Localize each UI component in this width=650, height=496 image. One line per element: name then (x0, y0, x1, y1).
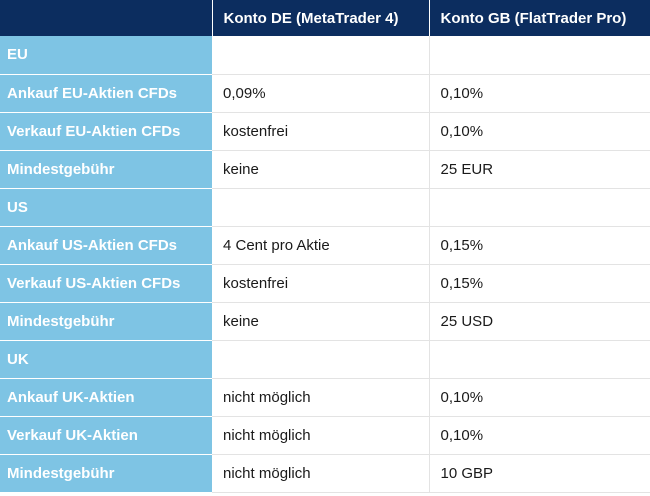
cell-de: kostenfrei (212, 264, 430, 303)
header-konto-de: Konto DE (MetaTrader 4) (212, 0, 430, 36)
section-row-uk: UK (0, 340, 650, 379)
table-row: Mindestgebühr keine 25 EUR (0, 150, 650, 189)
row-label: Verkauf UK-Aktien (0, 416, 212, 455)
cell-de: nicht möglich (212, 416, 430, 455)
cell-de: keine (212, 302, 430, 341)
cell-gb: 0,15% (429, 264, 650, 303)
row-label: Ankauf US-Aktien CFDs (0, 226, 212, 265)
cell-gb: 25 USD (429, 302, 650, 341)
row-label: Ankauf UK-Aktien (0, 378, 212, 417)
row-label: Mindestgebühr (0, 454, 212, 493)
header-konto-gb: Konto GB (FlatTrader Pro) (429, 0, 650, 36)
cell-gb (429, 36, 650, 75)
header-empty-cell (0, 0, 213, 36)
cell-de: kostenfrei (212, 112, 430, 151)
row-label: Mindestgebühr (0, 302, 212, 341)
table-row: Ankauf US-Aktien CFDs 4 Cent pro Aktie 0… (0, 226, 650, 265)
cell-de: 4 Cent pro Aktie (212, 226, 430, 265)
table-row: Verkauf UK-Aktien nicht möglich 0,10% (0, 416, 650, 455)
table-row: Mindestgebühr nicht möglich 10 GBP (0, 454, 650, 493)
cell-de: keine (212, 150, 430, 189)
cell-gb (429, 340, 650, 379)
section-row-us: US (0, 188, 650, 227)
header-row: Konto DE (MetaTrader 4) Konto GB (FlatTr… (0, 0, 650, 36)
cell-de (212, 36, 430, 75)
cell-de (212, 340, 430, 379)
row-label: Verkauf EU-Aktien CFDs (0, 112, 212, 151)
cell-gb (429, 188, 650, 227)
cell-de: 0,09% (212, 74, 430, 113)
cell-gb: 25 EUR (429, 150, 650, 189)
cell-gb: 0,15% (429, 226, 650, 265)
cell-gb: 0,10% (429, 416, 650, 455)
row-label: Mindestgebühr (0, 150, 212, 189)
row-label: Ankauf EU-Aktien CFDs (0, 74, 212, 113)
table-row: Verkauf US-Aktien CFDs kostenfrei 0,15% (0, 264, 650, 303)
table-row: Ankauf EU-Aktien CFDs 0,09% 0,10% (0, 74, 650, 113)
table-row: Ankauf UK-Aktien nicht möglich 0,10% (0, 378, 650, 417)
section-label: UK (0, 340, 212, 379)
section-label: EU (0, 36, 212, 75)
section-row-eu: EU (0, 36, 650, 75)
cell-de (212, 188, 430, 227)
section-label: US (0, 188, 212, 227)
cell-de: nicht möglich (212, 454, 430, 493)
row-label: Verkauf US-Aktien CFDs (0, 264, 212, 303)
cell-de: nicht möglich (212, 378, 430, 417)
table-row: Mindestgebühr keine 25 USD (0, 302, 650, 341)
table-header: Konto DE (MetaTrader 4) Konto GB (FlatTr… (0, 0, 650, 36)
cell-gb: 10 GBP (429, 454, 650, 493)
cell-gb: 0,10% (429, 112, 650, 151)
table-body: EU Ankauf EU-Aktien CFDs 0,09% 0,10% Ver… (0, 36, 650, 493)
cell-gb: 0,10% (429, 74, 650, 113)
table-row: Verkauf EU-Aktien CFDs kostenfrei 0,10% (0, 112, 650, 151)
cell-gb: 0,10% (429, 378, 650, 417)
